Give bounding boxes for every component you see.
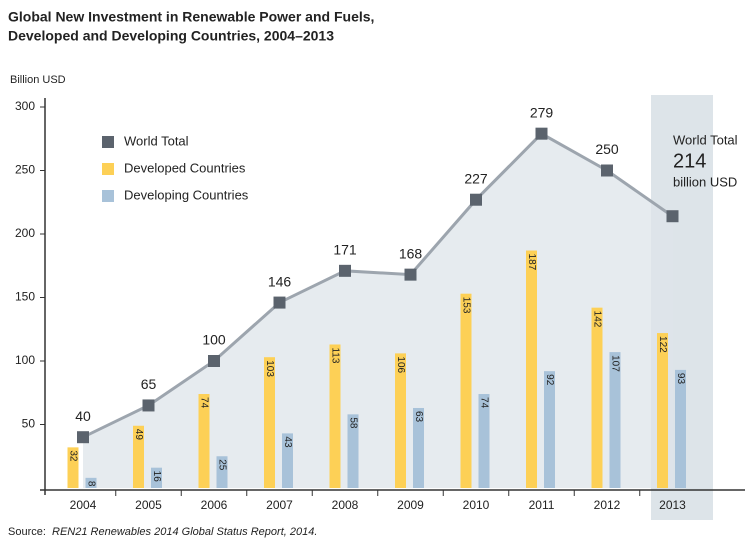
annotation-value: 214 bbox=[673, 150, 706, 172]
point-value-label: 227 bbox=[464, 170, 488, 186]
bar bbox=[151, 467, 162, 488]
legend-swatch bbox=[102, 136, 114, 148]
bar bbox=[198, 394, 210, 488]
bar-value-label: 8 bbox=[85, 481, 96, 487]
x-tick-label: 2011 bbox=[529, 498, 555, 512]
chart-title: Global New Investment in Renewable Power… bbox=[8, 9, 374, 25]
area bbox=[83, 133, 673, 489]
bar-value-label: 92 bbox=[544, 374, 555, 386]
bar-value-label: 58 bbox=[347, 417, 358, 429]
source-label: Source: bbox=[8, 526, 46, 538]
x-tick-label: 2007 bbox=[266, 498, 293, 512]
bar-value-label: 25 bbox=[216, 459, 227, 471]
y-tick-label: 250 bbox=[15, 163, 35, 177]
bar-value-label: 16 bbox=[151, 471, 162, 483]
x-tick-label: 2004 bbox=[70, 498, 97, 512]
line-marker bbox=[535, 127, 548, 140]
bar-value-label: 106 bbox=[395, 356, 406, 373]
point-value-label: 279 bbox=[530, 104, 554, 120]
bar bbox=[675, 369, 686, 488]
y-tick-label: 200 bbox=[15, 226, 35, 240]
x-tick-label: 2012 bbox=[594, 498, 621, 512]
bar bbox=[478, 394, 490, 488]
x-tick-label: 2013 bbox=[659, 498, 686, 512]
annotation: World Total bbox=[673, 132, 738, 147]
chart-title: Developed and Developing Countries, 2004… bbox=[8, 28, 334, 44]
bar-value-label: 122 bbox=[657, 336, 668, 353]
point-value-label: 65 bbox=[141, 376, 157, 392]
line bbox=[82, 131, 674, 439]
legend-label: Developed Countries bbox=[124, 160, 246, 175]
bar-value-label: 153 bbox=[460, 297, 471, 314]
y-tick-label: 300 bbox=[15, 99, 35, 113]
line-marker bbox=[404, 268, 417, 281]
legend-swatch bbox=[102, 163, 114, 175]
bar-value-label: 63 bbox=[413, 411, 424, 423]
line-marker bbox=[273, 296, 286, 309]
bar bbox=[657, 333, 668, 488]
line-marker bbox=[77, 431, 89, 444]
bar bbox=[282, 433, 293, 488]
line-marker bbox=[666, 210, 679, 223]
bar bbox=[544, 371, 555, 488]
bar-value-label: 142 bbox=[591, 311, 602, 328]
bar bbox=[347, 414, 359, 488]
bar-value-label: 74 bbox=[478, 397, 489, 409]
bar-value-label: 32 bbox=[67, 450, 78, 462]
x-tick-label: 2006 bbox=[201, 498, 228, 512]
y-axis-label: Billion USD bbox=[10, 74, 66, 86]
legend-swatch bbox=[102, 190, 114, 202]
source: REN21 Renewables 2014 Global Status Repo… bbox=[52, 526, 317, 538]
y-tick-label: 100 bbox=[15, 353, 35, 367]
point-value-label: 100 bbox=[202, 332, 226, 348]
legend-label: Developing Countries bbox=[124, 187, 249, 202]
bar-value-label: 103 bbox=[264, 360, 275, 377]
line-marker bbox=[142, 399, 155, 412]
bar bbox=[329, 344, 341, 488]
bar-value-label: 74 bbox=[198, 397, 209, 409]
bar bbox=[67, 447, 79, 488]
bar-value-label: 113 bbox=[329, 347, 340, 363]
y-tick-label: 50 bbox=[22, 417, 36, 431]
point-value-label: 171 bbox=[333, 242, 357, 258]
bar bbox=[395, 353, 406, 488]
line-marker bbox=[208, 355, 220, 367]
line-marker bbox=[601, 164, 613, 177]
bar-value-label: 43 bbox=[282, 436, 293, 448]
bar bbox=[216, 456, 228, 488]
y-tick-label: 150 bbox=[15, 290, 35, 304]
point-value-label: 250 bbox=[595, 141, 619, 157]
x-tick-label: 2010 bbox=[463, 498, 490, 512]
bar bbox=[526, 250, 537, 488]
annotation: billion USD bbox=[673, 174, 737, 189]
x-tick-label: 2008 bbox=[332, 498, 359, 512]
bar bbox=[609, 352, 621, 488]
point-value-label: 168 bbox=[399, 245, 423, 261]
bar-value-label: 93 bbox=[675, 373, 686, 385]
legend-label: World Total bbox=[124, 133, 189, 148]
bar bbox=[460, 293, 472, 488]
line-marker bbox=[470, 193, 482, 206]
point-value-label: 40 bbox=[75, 408, 91, 424]
bar-value-label: 49 bbox=[133, 429, 144, 441]
x-tick-label: 2005 bbox=[135, 498, 162, 512]
bar-value-label: 107 bbox=[609, 355, 620, 372]
bar bbox=[133, 425, 144, 488]
x-tick-label: 2009 bbox=[397, 498, 424, 512]
bar bbox=[264, 357, 275, 488]
bar-value-label: 187 bbox=[526, 254, 537, 271]
bar bbox=[413, 407, 424, 488]
line-marker bbox=[339, 264, 351, 277]
point-value-label: 146 bbox=[268, 273, 292, 289]
bar bbox=[591, 307, 603, 488]
bar bbox=[85, 477, 97, 488]
